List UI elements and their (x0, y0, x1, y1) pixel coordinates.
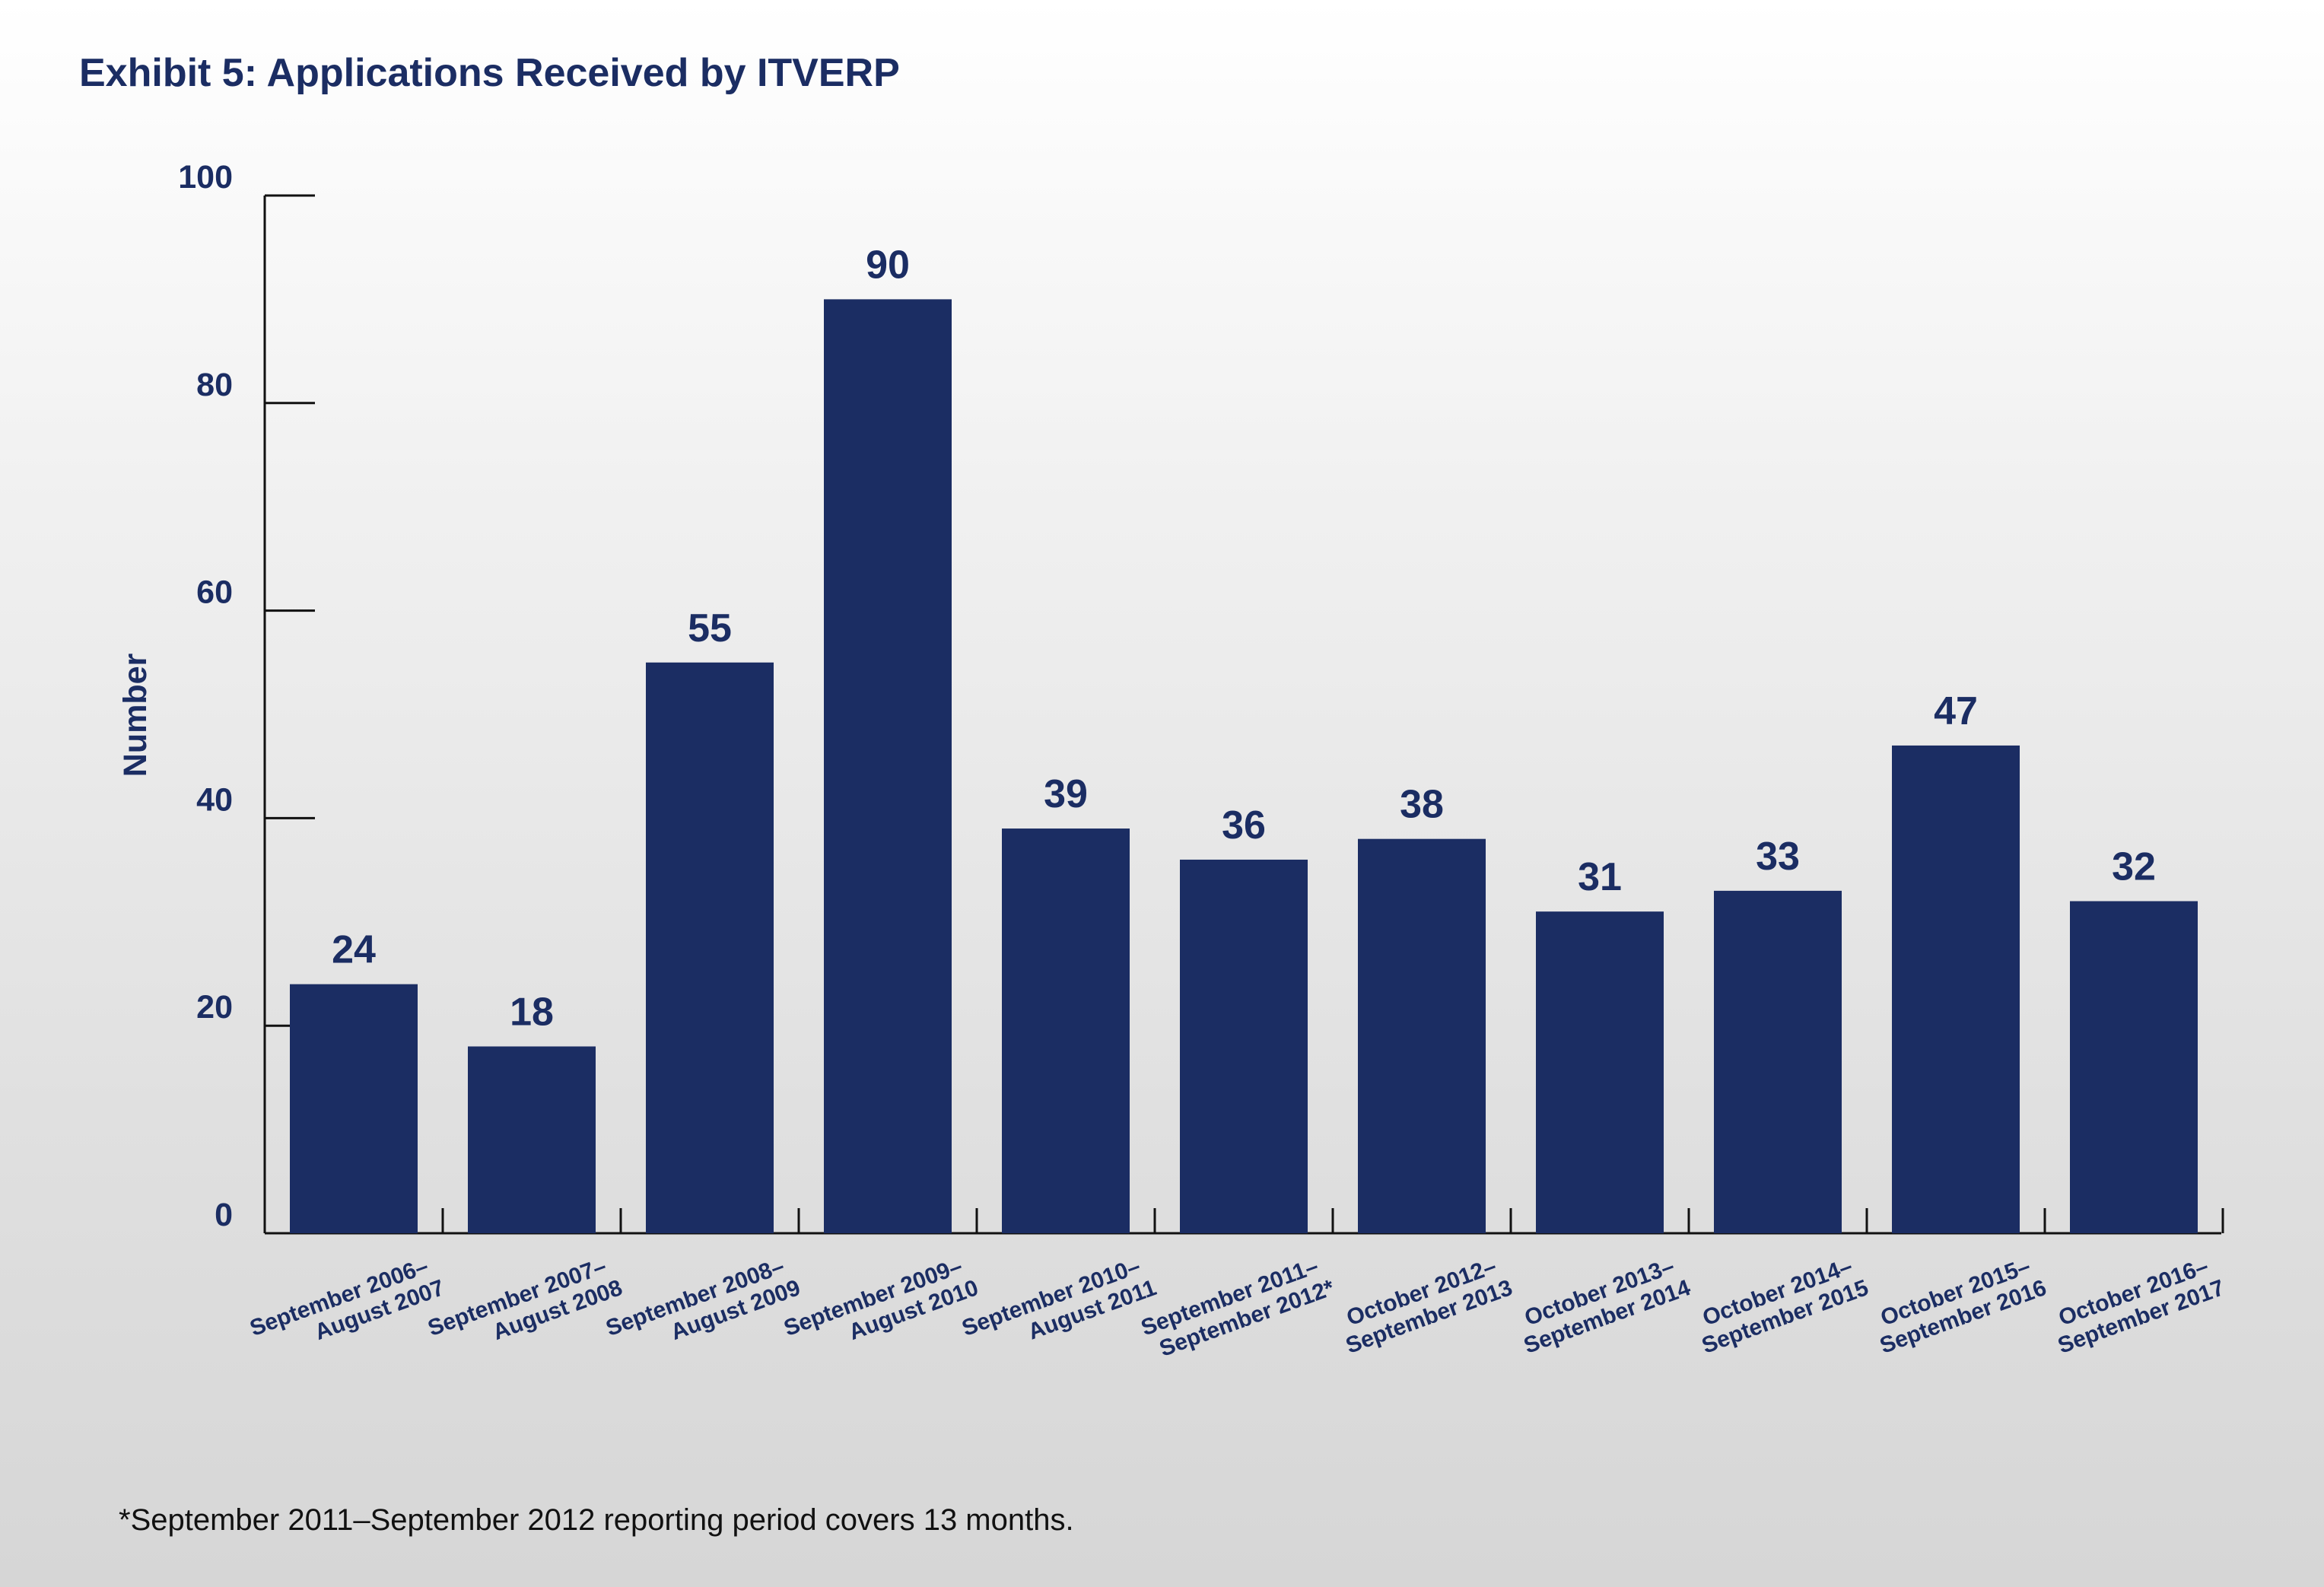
bar-value-label: 24 (332, 928, 376, 972)
bar (1002, 828, 1130, 1233)
bar (824, 299, 952, 1233)
y-tick-label: 100 (178, 159, 233, 196)
y-axis: 0 20 40 60 80 100 (178, 159, 315, 1233)
bar (290, 984, 418, 1233)
y-axis-title: Number (117, 654, 154, 778)
bar-value-label: 31 (1578, 855, 1622, 899)
bar-value-label: 55 (688, 606, 732, 650)
bar-value-label: 36 (1222, 803, 1266, 848)
category-label: September 2006–August 2007 (246, 1254, 447, 1346)
bar (1536, 911, 1664, 1233)
bar-value-label: 39 (1044, 772, 1088, 816)
bar (1892, 745, 2020, 1233)
y-tick-label: 80 (196, 367, 233, 403)
bar-value-label: 38 (1400, 783, 1444, 827)
bar-value-label: 32 (2112, 845, 2156, 889)
bar-value-label: 90 (866, 243, 910, 287)
bar-value-label: 47 (1934, 689, 1978, 733)
footnote: *September 2011–September 2012 reporting… (119, 1503, 1074, 1537)
bar (468, 1046, 596, 1233)
category-label: September 2011–September 2012* (1138, 1254, 1338, 1362)
bar (1180, 859, 1308, 1233)
y-tick-label: 60 (196, 574, 233, 611)
value-labels: 24 18 55 90 39 36 38 31 33 47 32 (332, 243, 2156, 1034)
category-label: October 2014–September 2015 (1699, 1254, 1872, 1359)
y-tick-label: 40 (196, 781, 233, 818)
category-label: September 2008–August 2009 (602, 1254, 803, 1346)
bar (646, 662, 774, 1233)
bar (1358, 838, 1486, 1233)
category-label: October 2012–September 2013 (1343, 1254, 1516, 1359)
chart-title: Exhibit 5: Applications Received by ITVE… (79, 51, 900, 95)
category-label: October 2015–September 2016 (1877, 1254, 2050, 1359)
category-label: September 2009–August 2010 (780, 1254, 981, 1346)
category-label: October 2016–September 2017 (2055, 1254, 2228, 1359)
y-tick-label: 0 (215, 1197, 233, 1233)
bar (2070, 901, 2198, 1233)
category-label: September 2007–August 2008 (424, 1254, 625, 1346)
y-tick-label: 20 (196, 989, 233, 1026)
bar-value-label: 33 (1756, 835, 1800, 879)
category-label: September 2010–August 2011 (959, 1254, 1159, 1345)
bars (290, 299, 2198, 1233)
bar-value-label: 18 (510, 990, 554, 1034)
bar (1714, 890, 1842, 1233)
category-label: October 2013–September 2014 (1521, 1254, 1694, 1359)
